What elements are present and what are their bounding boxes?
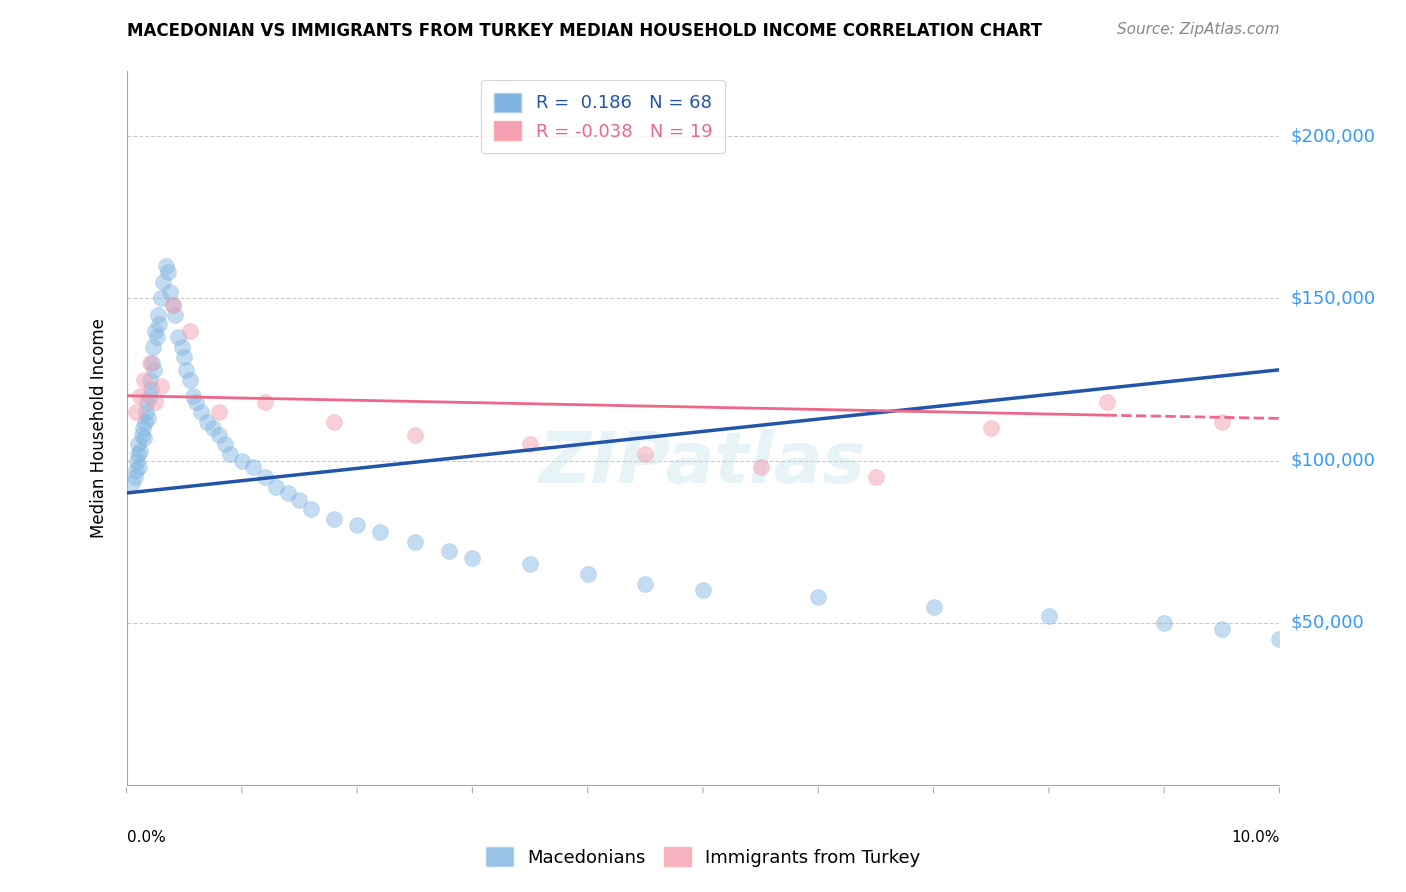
Point [208, 405, 231, 419]
Point [138, 389, 160, 403]
Point [1095, 395, 1118, 409]
Point [150, 292, 173, 306]
Point [1153, 615, 1175, 630]
Point [253, 395, 276, 409]
Point [134, 415, 156, 429]
Legend: Macedonians, Immigrants from Turkey: Macedonians, Immigrants from Turkey [478, 840, 928, 874]
Point [288, 492, 311, 507]
Point [129, 443, 152, 458]
Point [132, 431, 155, 445]
Point [163, 308, 186, 322]
Point [214, 437, 236, 451]
Text: MACEDONIAN VS IMMIGRANTS FROM TURKEY MEDIAN HOUSEHOLD INCOME CORRELATION CHART: MACEDONIAN VS IMMIGRANTS FROM TURKEY MED… [127, 22, 1042, 40]
Point [176, 363, 198, 377]
Point [127, 447, 149, 461]
Point [179, 372, 201, 386]
Point [170, 340, 193, 354]
Text: $150,000: $150,000 [1291, 289, 1375, 308]
Point [461, 550, 484, 565]
Point [131, 421, 153, 435]
Point [231, 453, 253, 467]
Point [150, 379, 173, 393]
Point [138, 356, 160, 370]
Point [131, 427, 153, 442]
Point [159, 285, 181, 299]
Point [125, 453, 148, 467]
Point [184, 395, 207, 409]
Point [299, 502, 322, 516]
Point [404, 427, 426, 442]
Point [142, 340, 165, 354]
Point [136, 395, 159, 409]
Point [634, 577, 657, 591]
Point [266, 479, 288, 493]
Point [148, 318, 170, 332]
Point [135, 405, 157, 419]
Text: Source: ZipAtlas.com: Source: ZipAtlas.com [1116, 22, 1279, 37]
Point [124, 470, 146, 484]
Text: 0.0%: 0.0% [127, 830, 166, 845]
Point [157, 265, 180, 279]
Point [143, 363, 166, 377]
Point [167, 330, 190, 344]
Point [692, 583, 714, 598]
Point [121, 476, 143, 491]
Point [1268, 632, 1291, 646]
Point [980, 421, 1002, 435]
Point [634, 447, 657, 461]
Point [183, 389, 205, 403]
Point [865, 470, 887, 484]
Point [145, 395, 166, 409]
Y-axis label: Median Household Income: Median Household Income [90, 318, 108, 538]
Point [1038, 609, 1060, 624]
Point [138, 411, 160, 425]
Point [519, 437, 541, 451]
Point [138, 372, 160, 386]
Point [125, 405, 148, 419]
Point [807, 590, 830, 604]
Text: $50,000: $50,000 [1291, 614, 1364, 632]
Point [152, 275, 174, 289]
Point [173, 350, 195, 364]
Text: ZIPatlas: ZIPatlas [540, 429, 866, 499]
Point [179, 324, 201, 338]
Point [576, 567, 599, 582]
Point [127, 437, 149, 451]
Point [141, 356, 163, 370]
Point [519, 558, 541, 572]
Point [129, 389, 152, 403]
Point [128, 460, 150, 475]
Point [202, 421, 225, 435]
Point [146, 308, 169, 322]
Point [208, 427, 231, 442]
Point [145, 324, 166, 338]
Point [439, 544, 461, 558]
Point [323, 415, 346, 429]
Point [195, 415, 218, 429]
Point [219, 447, 242, 461]
Point [1211, 415, 1233, 429]
Point [162, 298, 184, 312]
Text: $100,000: $100,000 [1291, 451, 1375, 469]
Point [749, 460, 772, 475]
Point [404, 534, 426, 549]
Point [145, 330, 167, 344]
Point [139, 382, 162, 396]
Point [162, 298, 184, 312]
Point [125, 463, 148, 477]
Point [132, 372, 155, 386]
Point [1211, 622, 1233, 636]
Point [346, 518, 368, 533]
Point [190, 405, 212, 419]
Point [368, 524, 391, 539]
Point [253, 470, 276, 484]
Point [323, 512, 346, 526]
Point [155, 259, 177, 273]
Legend: R =  0.186   N = 68, R = -0.038   N = 19: R = 0.186 N = 68, R = -0.038 N = 19 [481, 80, 725, 153]
Point [277, 486, 299, 500]
Point [922, 599, 945, 614]
Text: $200,000: $200,000 [1291, 128, 1375, 145]
Point [242, 460, 264, 475]
Text: 10.0%: 10.0% [1232, 830, 1279, 845]
